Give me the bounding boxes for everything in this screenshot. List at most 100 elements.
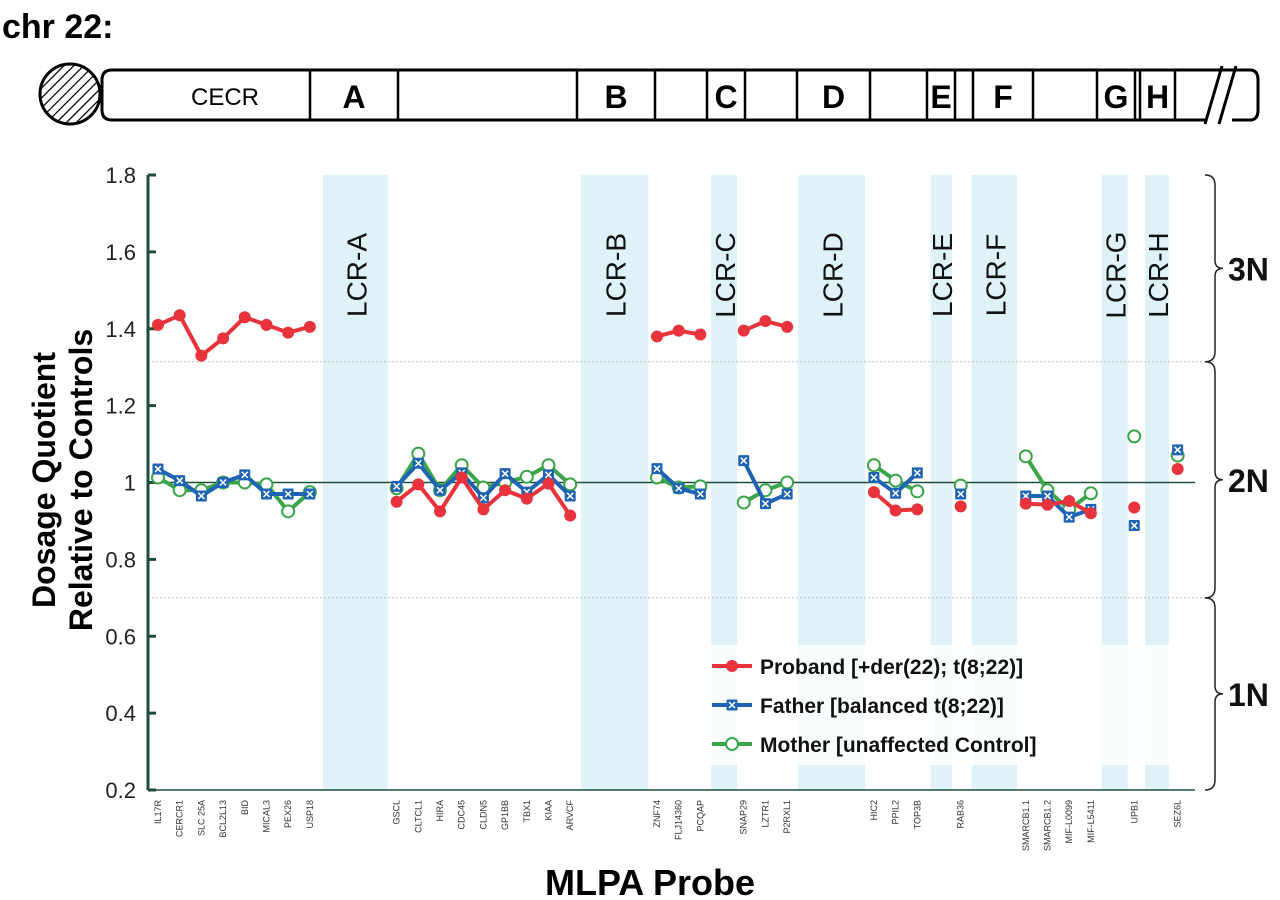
x-tick-label: CLDN5 — [478, 800, 488, 830]
x-tick-label: SEZ6L — [1173, 800, 1183, 828]
chromosome-region-box — [575, 68, 657, 122]
y-tick-label: 0.6 — [105, 624, 136, 649]
marker-cross — [1022, 492, 1030, 500]
data-point — [304, 488, 316, 500]
marker-cross — [262, 490, 270, 498]
chromosome-region-box — [971, 68, 1035, 122]
data-point — [412, 478, 425, 491]
data-point — [867, 486, 880, 499]
data-point — [1128, 520, 1140, 532]
series-father — [152, 444, 1184, 532]
data-point — [911, 503, 924, 516]
data-point — [1172, 444, 1184, 456]
data-point — [694, 328, 707, 341]
data-point — [282, 488, 294, 500]
marker-cross — [728, 701, 736, 709]
data-point — [889, 504, 902, 517]
brace — [1204, 597, 1224, 791]
data-point — [650, 330, 663, 343]
data-point — [759, 315, 772, 328]
y-tick-label: 1.8 — [105, 163, 136, 188]
lcr-band-label: LCR-B — [601, 233, 632, 317]
x-tick-label: P2RXL1 — [782, 800, 792, 834]
y-tick-label: 1.2 — [105, 394, 136, 419]
marker-cross — [740, 457, 748, 465]
copy-number-label: 2N — [1228, 463, 1269, 499]
data-point — [520, 492, 533, 505]
x-tick-label: CDC45 — [457, 800, 467, 830]
centromere-icon — [38, 62, 102, 126]
data-point — [911, 467, 923, 479]
data-point — [195, 490, 207, 502]
data-point — [412, 457, 424, 469]
x-tick-label: USP18 — [305, 800, 315, 829]
marker-cross — [696, 490, 704, 498]
data-point — [390, 495, 403, 508]
data-point — [1128, 501, 1141, 514]
data-point — [563, 477, 578, 492]
brace — [1204, 174, 1224, 363]
data-point — [954, 500, 967, 513]
data-point — [499, 484, 512, 497]
marker-cross — [219, 478, 227, 487]
marker-cross — [675, 484, 683, 492]
x-tick-label: TBX1 — [522, 800, 532, 823]
x-tick-label: IL17R — [153, 800, 163, 825]
x-tick-label: RAB36 — [956, 800, 966, 829]
copy-number-label: 3N — [1228, 251, 1269, 287]
copy-number-label: 1N — [1228, 677, 1269, 713]
data-point — [477, 503, 490, 516]
marker-cross — [176, 477, 184, 485]
marker-cross — [1065, 513, 1073, 521]
chromosome-region-box — [1095, 68, 1137, 122]
chromosome-ideogram: chr 22: CECR A B C D E F G H — [2, 8, 1260, 126]
y-axis-title-line2: Relative to Controls — [63, 329, 99, 631]
x-tick-label: PCQAP — [695, 800, 705, 832]
lcr-band-label: LCR-F — [980, 234, 1011, 316]
chromosome-outline — [100, 68, 1228, 122]
marker-cross — [1130, 522, 1138, 530]
x-tick-label: ARVCF — [565, 800, 575, 831]
data-point — [1063, 494, 1076, 507]
x-tick-label: HIRA — [435, 800, 445, 822]
data-point — [1041, 498, 1054, 511]
lcr-band-label: LCR-A — [341, 233, 372, 317]
data-point — [780, 475, 795, 490]
data-point — [152, 463, 164, 475]
data-point — [736, 495, 751, 510]
legend-marker — [725, 737, 739, 751]
legend-background — [700, 645, 1195, 765]
lcr-band-label: LCR-C — [710, 232, 741, 318]
chromosome-region-label: CECR — [191, 84, 259, 111]
data-point — [866, 458, 881, 473]
data-point — [303, 320, 316, 333]
x-tick-label: SMARCB1.1 — [1021, 800, 1031, 851]
data-point — [282, 326, 295, 339]
marker-cross — [436, 486, 444, 494]
chromosome-title: chr 22: — [2, 8, 114, 46]
data-point — [1019, 497, 1032, 510]
data-point — [1041, 490, 1053, 502]
data-point — [173, 309, 186, 322]
data-point — [564, 490, 576, 502]
data-point — [890, 487, 902, 499]
chromosome-region-box — [1138, 68, 1177, 122]
series-layer — [150, 309, 1185, 532]
marker-cross — [154, 465, 162, 473]
marker-cross — [284, 490, 292, 498]
x-tick-label: LZTR1 — [760, 800, 770, 828]
x-tick-label: MIF-L5411 — [1086, 800, 1096, 843]
grid-lines — [148, 361, 1215, 599]
chromosome-region-box — [925, 68, 957, 122]
legend-label: Mother [unaffected Control] — [760, 734, 1036, 757]
y-tick-label: 1 — [124, 471, 136, 496]
data-point — [737, 324, 750, 337]
x-tick-label: GP1BB — [500, 800, 510, 830]
data-point — [174, 475, 186, 487]
x-tick-label: CLTCL1 — [413, 800, 423, 833]
lcr-band-label: LCR-E — [927, 233, 958, 317]
x-tick-label: GSCL — [392, 800, 402, 825]
data-point — [564, 509, 577, 522]
data-point — [477, 492, 489, 504]
x-tick-label: MICAL3 — [261, 800, 271, 833]
